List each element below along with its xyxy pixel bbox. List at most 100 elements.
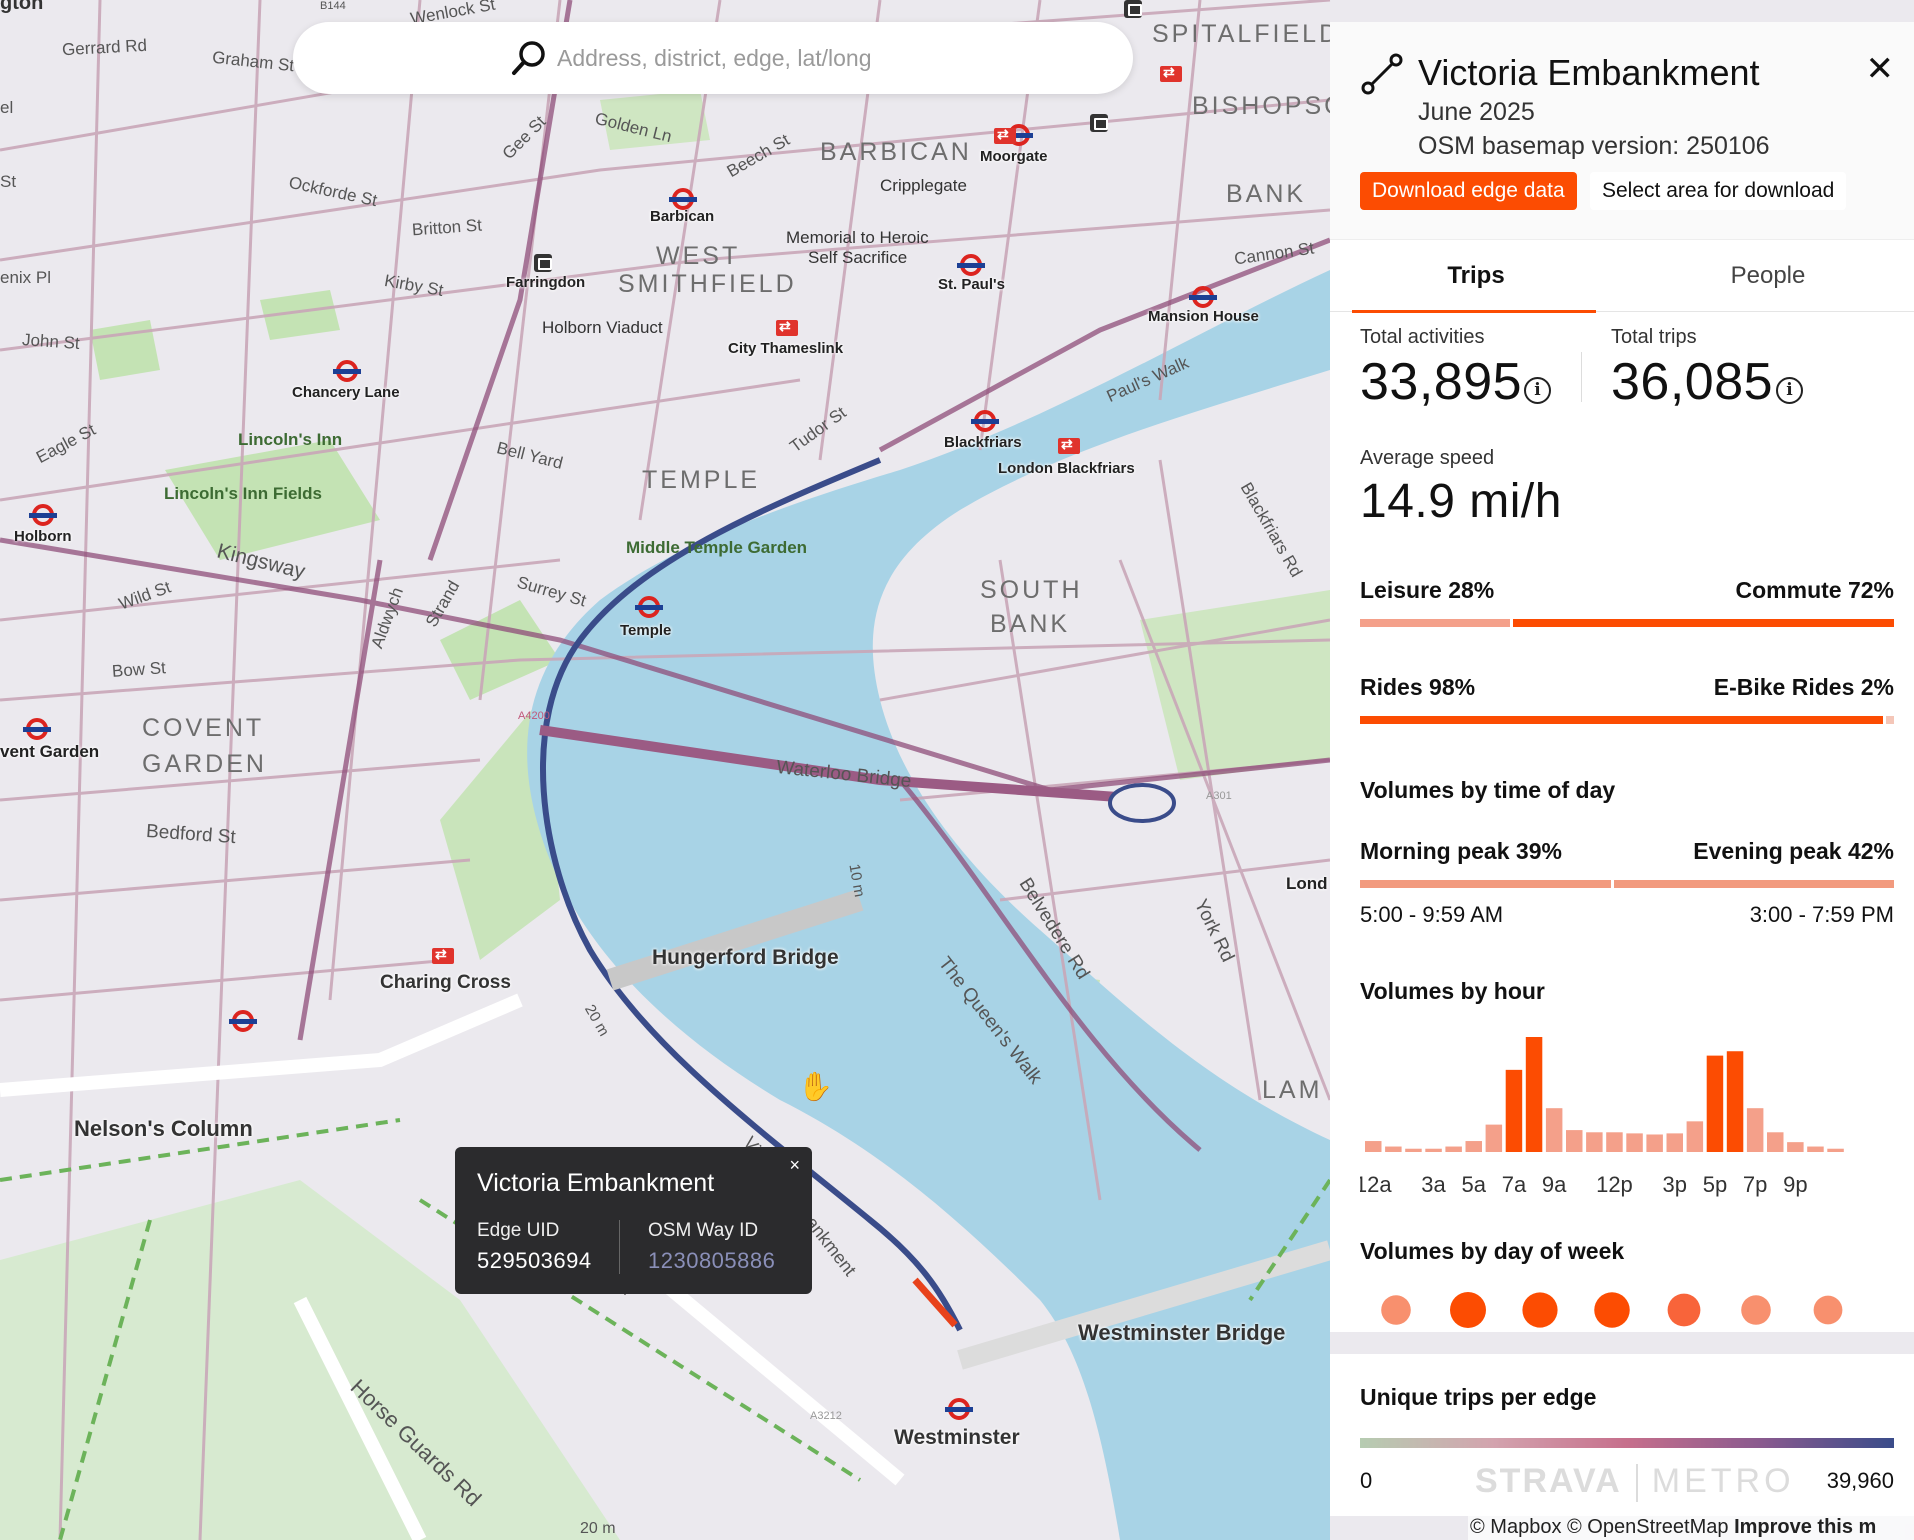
underground-icon: [957, 254, 985, 276]
hour-bar[interactable]: [1767, 1132, 1784, 1152]
tab-trips[interactable]: Trips: [1447, 262, 1505, 289]
hour-bar[interactable]: [1505, 1069, 1523, 1152]
avg-speed-label: Average speed: [1360, 447, 1495, 469]
total-activities-value: 33,895: [1360, 353, 1523, 411]
day-of-week-dot[interactable]: [1381, 1295, 1411, 1325]
hour-bar[interactable]: [1706, 1055, 1724, 1152]
hour-bar[interactable]: [1485, 1124, 1503, 1152]
hour-bar[interactable]: [1807, 1146, 1824, 1152]
tooltip-close-button[interactable]: ×: [789, 1155, 800, 1175]
underground-icon: [229, 1010, 257, 1032]
day-of-week-dot[interactable]: [1813, 1295, 1843, 1325]
total-trips-label: Total trips: [1611, 326, 1697, 348]
morning-peak-label: Morning peak 39%: [1360, 838, 1562, 864]
legend-min: 0: [1360, 1468, 1373, 1493]
day-of-week-dot[interactable]: [1594, 1292, 1630, 1328]
osm-way-link[interactable]: 1230805886: [648, 1248, 776, 1273]
panel-header: Victoria Embankment June 2025 OSM basema…: [1330, 22, 1914, 240]
purpose-split: Leisure 28% Commute 72%: [1360, 577, 1894, 627]
info-icon[interactable]: i: [1776, 377, 1803, 404]
total-trips-value: 36,085: [1611, 353, 1774, 411]
rail-icon: [1160, 64, 1182, 82]
rail-icon: [994, 126, 1016, 144]
hour-bar[interactable]: [1626, 1133, 1643, 1152]
avg-speed-value: 14.9 mi/h: [1360, 475, 1562, 528]
hour-bar[interactable]: [1445, 1146, 1462, 1152]
hour-bar[interactable]: [1827, 1148, 1844, 1152]
day-of-week-dot[interactable]: [1741, 1295, 1771, 1325]
day-of-week-dot[interactable]: [1450, 1292, 1486, 1328]
osm-attribution-link[interactable]: © OpenStreetMap: [1567, 1516, 1729, 1538]
commute-label: Commute 72%: [1735, 577, 1894, 603]
select-area-download-button[interactable]: Select area for download: [1590, 172, 1847, 210]
edge-uid-label: Edge UID: [477, 1220, 560, 1241]
hour-bar[interactable]: [1726, 1051, 1744, 1152]
underground-icon: [333, 360, 361, 382]
total-activities-label: Total activities: [1360, 326, 1485, 348]
legend-max: 39,960: [1826, 1468, 1894, 1493]
underground-icon: [669, 188, 697, 210]
download-edge-data-button[interactable]: Download edge data: [1360, 172, 1577, 210]
hour-bar[interactable]: [1425, 1148, 1442, 1152]
evening-peak-label: Evening peak 42%: [1693, 838, 1894, 864]
tooltip-title: Victoria Embankment: [477, 1169, 715, 1197]
search-bar[interactable]: [293, 22, 1133, 94]
info-icon[interactable]: i: [1524, 377, 1551, 404]
panel-tabs: Trips People: [1330, 240, 1914, 313]
grab-cursor-icon: ✋: [798, 1071, 833, 1102]
tab-people[interactable]: People: [1730, 262, 1806, 289]
peak-split: Morning peak 39% Evening peak 42%: [1360, 838, 1894, 888]
elizabeth-line-icon: [1124, 0, 1142, 18]
hour-bar[interactable]: [1686, 1121, 1704, 1152]
search-input[interactable]: [557, 44, 917, 72]
elizabeth-line-icon: [534, 254, 552, 272]
hour-bar[interactable]: [1566, 1130, 1583, 1152]
hour-bar[interactable]: [1545, 1108, 1563, 1152]
osm-way-label: OSM Way ID: [648, 1220, 759, 1241]
hour-bar[interactable]: [1646, 1134, 1663, 1152]
evening-bar-segment: [1613, 880, 1894, 888]
hour-tick-label: 9p: [1783, 1172, 1807, 1197]
hour-bar[interactable]: [1385, 1146, 1402, 1152]
hour-bar[interactable]: [1746, 1108, 1764, 1152]
hour-bar[interactable]: [1666, 1133, 1684, 1152]
hour-bar[interactable]: [1606, 1132, 1623, 1152]
morning-range: 5:00 - 9:59 AM: [1360, 902, 1504, 927]
panel-title: Victoria Embankment: [1418, 52, 1760, 93]
map-legend: Unique trips per edge 0 STRAVA METRO 39,9…: [1330, 1354, 1914, 1516]
day-of-week-dots: [1381, 1292, 1843, 1328]
time-of-day-title: Volumes by time of day: [1360, 777, 1616, 803]
ride-type-bar: [1360, 716, 1894, 724]
mapbox-attribution-link[interactable]: © Mapbox: [1470, 1516, 1562, 1538]
hour-bar[interactable]: [1465, 1141, 1483, 1152]
elizabeth-line-icon: [1090, 114, 1108, 132]
totals-row: Total activities 33,895 i Total trips 36…: [1330, 312, 1914, 432]
hour-bar[interactable]: [1787, 1142, 1804, 1152]
day-of-week-dot[interactable]: [1667, 1293, 1701, 1327]
hour-tick-label: 12p: [1596, 1172, 1633, 1197]
rail-icon: [432, 946, 454, 964]
hour-tick-label: 3p: [1663, 1172, 1687, 1197]
hour-bar[interactable]: [1365, 1141, 1382, 1152]
underground-icon: [1189, 286, 1217, 308]
route-edge-icon: [1360, 52, 1404, 96]
brand-metro: METRO: [1651, 1462, 1795, 1500]
map-attribution: © Mapbox © OpenStreetMap Improve this m: [1468, 1516, 1914, 1540]
close-panel-button[interactable]: ✕: [1865, 50, 1895, 88]
hour-bar-chart: 12a 3a 5a 7a 9a 12p 3p 5p 7p 9p: [1360, 1037, 1844, 1197]
hour-tick-label: 12a: [1360, 1172, 1392, 1197]
improve-map-link[interactable]: Improve this m: [1734, 1516, 1877, 1538]
rides-bar-segment: [1360, 716, 1884, 724]
hour-tick-label: 3a: [1421, 1172, 1446, 1197]
hour-tick-label: 7p: [1743, 1172, 1767, 1197]
hour-bar[interactable]: [1525, 1037, 1543, 1152]
brand-strava: STRAVA: [1475, 1462, 1622, 1500]
commute-bar-segment: [1512, 619, 1894, 627]
hour-bar[interactable]: [1586, 1132, 1603, 1152]
edge-details-panel: Victoria Embankment June 2025 OSM basema…: [1330, 22, 1914, 1332]
day-of-week-dot[interactable]: [1522, 1292, 1558, 1328]
purpose-bar: [1360, 619, 1894, 627]
hour-bar[interactable]: [1405, 1148, 1422, 1152]
legend-title: Unique trips per edge: [1360, 1384, 1597, 1410]
morning-bar-segment: [1360, 880, 1611, 888]
